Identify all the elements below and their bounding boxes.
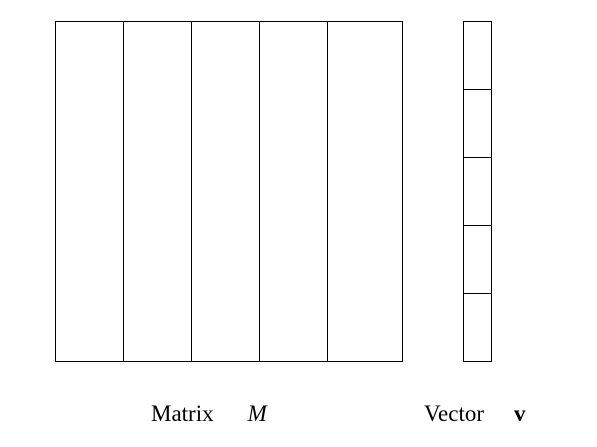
matrix-caption: Matrix M [151, 399, 267, 429]
vector-label-word: Vector [424, 401, 485, 426]
vector-border [463, 21, 492, 362]
matrix-grid [55, 21, 403, 362]
matrix-label-word: Matrix [151, 401, 214, 426]
matrix-label-symbol: M [247, 401, 267, 426]
matrix-border [55, 21, 403, 362]
vector-label-symbol: v [514, 401, 526, 426]
vector-grid [463, 21, 492, 362]
vector-caption: Vector v [424, 399, 526, 429]
